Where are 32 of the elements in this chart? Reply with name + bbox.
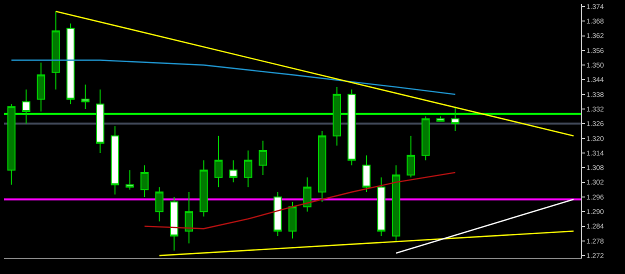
candlestick (170, 196, 178, 252)
candlestick (184, 192, 194, 244)
candlestick (318, 130, 326, 202)
candlestick (244, 150, 252, 188)
candlestick (22, 88, 30, 124)
candlestick (96, 88, 104, 154)
candlestick (377, 176, 386, 237)
candlestick (200, 160, 208, 217)
candlestick (140, 164, 149, 198)
candlestick (332, 86, 342, 146)
line-series (10, 60, 456, 96)
candlestick (451, 106, 460, 132)
candlestick (288, 201, 297, 239)
line-series (144, 172, 456, 230)
candlestick (81, 84, 90, 110)
candlestick (155, 186, 164, 222)
candlestick (422, 116, 430, 161)
candlestick (258, 140, 268, 176)
candlestick (52, 10, 60, 90)
candlestick (110, 126, 120, 195)
candlestick (348, 88, 356, 166)
candlestick (7, 104, 16, 186)
candlestick (229, 160, 238, 183)
candlestick (126, 170, 134, 190)
candlestick (392, 164, 400, 242)
candlestick (303, 176, 312, 212)
candlestick (274, 192, 282, 237)
candlestick (36, 62, 46, 112)
candlestick (214, 135, 223, 188)
candlestick (406, 135, 415, 178)
candlestick (362, 154, 371, 193)
candlestick (66, 23, 75, 105)
